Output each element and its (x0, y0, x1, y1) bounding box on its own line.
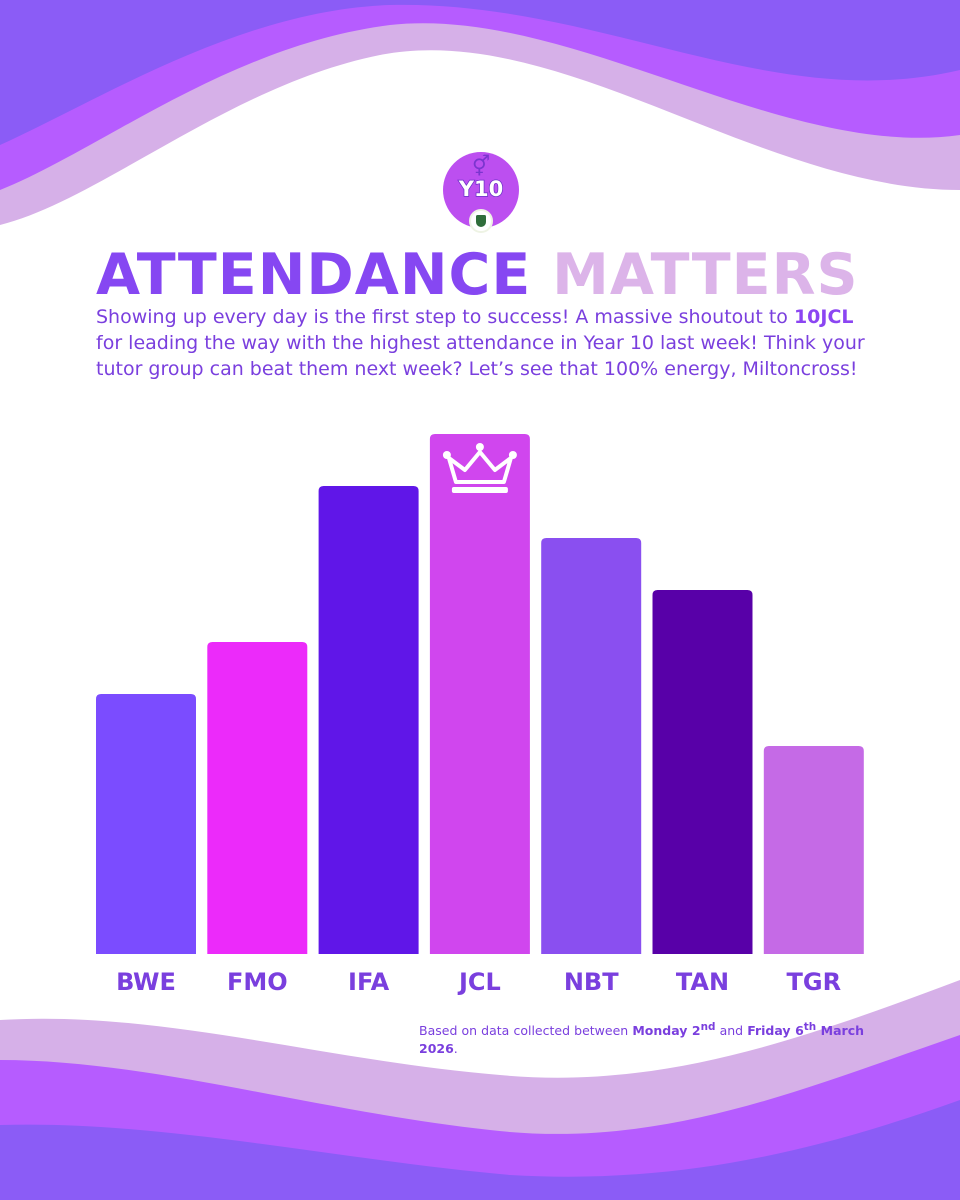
intro-highlight: 10JCL (793, 306, 854, 328)
intro-paragraph: Showing up every day is the first step t… (96, 304, 876, 382)
data-footnote: Based on data collected between Monday 2… (419, 1018, 864, 1058)
footnote-connector: and (715, 1023, 748, 1039)
title-matters: MATTERS (552, 242, 859, 308)
tick-label-tan: TAN (676, 968, 729, 996)
title-attendance: ATTENDANCE (96, 242, 532, 308)
tick-label-ifa: IFA (348, 968, 390, 996)
bar-nbt (541, 538, 642, 954)
gender-symbol-icon: ⚥ (471, 154, 491, 178)
page-title: ATTENDANCE MATTERS (96, 240, 859, 310)
tick-label-nbt: NBT (564, 968, 619, 996)
tick-label-jcl: JCL (457, 968, 501, 996)
bar-bwe (96, 694, 196, 954)
footnote-end-rest: March 2026 (419, 1023, 865, 1057)
footnote-start-day: Monday 2 (632, 1023, 701, 1039)
footnote-end-day: Friday 6 (747, 1023, 804, 1039)
footnote-end-punct: . (453, 1041, 458, 1057)
bar-tan (652, 590, 753, 954)
tick-label-fmo: FMO (227, 968, 288, 996)
footnote-start-suffix: nd (700, 1021, 716, 1033)
intro-text-1: Showing up every day is the first step t… (96, 306, 794, 328)
bar-ifa (318, 486, 419, 954)
crown-icon (442, 443, 517, 493)
bar-fmo (207, 642, 308, 954)
tick-label-bwe: BWE (116, 968, 176, 996)
bar-tgr (763, 746, 864, 954)
footnote-end-suffix: th (803, 1021, 817, 1033)
footnote-prefix: Based on data collected between (419, 1023, 633, 1039)
tick-label-tgr: TGR (787, 968, 842, 996)
school-crest-icon (469, 209, 493, 233)
bar-jcl (429, 434, 530, 954)
intro-text-2: for leading the way with the highest att… (96, 332, 865, 380)
badge-label: Y10 (458, 176, 504, 202)
